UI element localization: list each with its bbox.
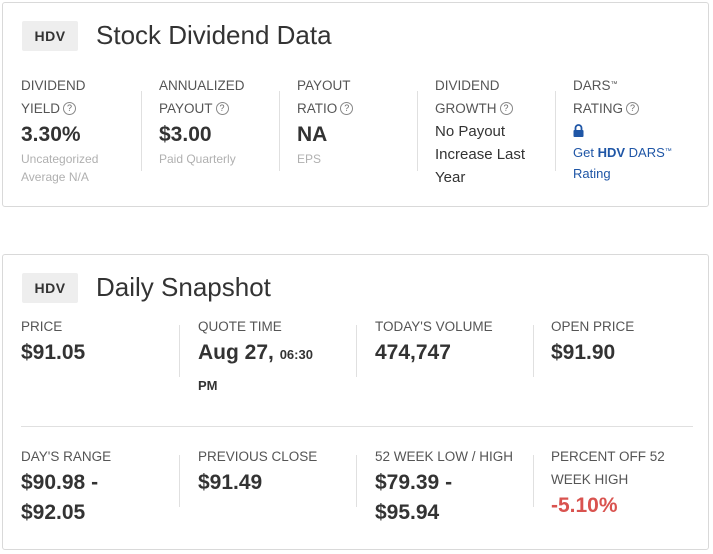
ticker-badge: HDV bbox=[22, 21, 78, 51]
annualized-payout-value: $3.00 bbox=[159, 123, 212, 146]
days-range-block: DAY'S RANGE $90.98 - $92.05 bbox=[21, 445, 176, 528]
days-range-high: $92.05 bbox=[21, 501, 86, 524]
volume-label: TODAY'S VOLUME bbox=[375, 319, 493, 334]
dividend-yield-sub1: Uncategorized bbox=[21, 152, 99, 166]
quote-time-label: QUOTE TIME bbox=[198, 319, 282, 334]
percent-off-block: PERCENT OFF 52 WEEK HIGH -5.10% bbox=[551, 445, 701, 521]
days-range-low: $90.98 - bbox=[21, 471, 99, 494]
payout-ratio-sub: EPS bbox=[297, 152, 322, 166]
days-range-label: DAY'S RANGE bbox=[21, 449, 112, 464]
dividend-yield-block: DIVIDEND YIELD? 3.30% Uncategorized Aver… bbox=[21, 74, 139, 186]
dividend-growth-line3: Year bbox=[435, 169, 466, 186]
help-circle-icon[interactable]: ? bbox=[215, 101, 229, 115]
lock-icon bbox=[573, 120, 703, 142]
dars-rating-block: DARS™ RATING? Get HDV DARS™ Rating bbox=[573, 74, 703, 184]
annualized-payout-block: ANNUALIZED PAYOUT? $3.00 Paid Quarterly bbox=[159, 74, 277, 168]
payout-ratio-value: NA bbox=[297, 123, 328, 146]
price-block: PRICE $91.05 bbox=[21, 315, 176, 368]
open-price-value: $91.90 bbox=[551, 341, 616, 364]
ticker-badge: HDV bbox=[22, 273, 78, 303]
dividend-yield-sub2: Average N/A bbox=[21, 170, 89, 184]
price-value: $91.05 bbox=[21, 341, 86, 364]
dividend-data-card: HDV Stock Dividend Data DIVIDEND YIELD? … bbox=[2, 2, 709, 207]
open-price-block: OPEN PRICE $91.90 bbox=[551, 315, 701, 368]
percent-off-value: -5.10% bbox=[551, 494, 618, 517]
card-title: Daily Snapshot bbox=[96, 272, 271, 302]
divider bbox=[179, 325, 180, 377]
quote-time-ampm: PM bbox=[198, 378, 218, 393]
payout-ratio-block: PAYOUT RATIO? NA EPS bbox=[297, 74, 415, 168]
previous-close-value: $91.49 bbox=[198, 471, 263, 494]
dividend-growth-block: DIVIDEND GROWTH? No Payout Increase Last… bbox=[435, 74, 553, 189]
week52-high: $95.94 bbox=[375, 501, 440, 524]
help-circle-icon[interactable]: ? bbox=[340, 101, 354, 115]
divider bbox=[533, 325, 534, 377]
divider bbox=[417, 91, 418, 171]
previous-close-block: PREVIOUS CLOSE $91.49 bbox=[198, 445, 353, 498]
week52-block: 52 WEEK LOW / HIGH $79.39 - $95.94 bbox=[375, 445, 530, 528]
payout-ratio-label: PAYOUT RATIO? bbox=[297, 74, 415, 120]
divider bbox=[279, 91, 280, 171]
divider bbox=[179, 455, 180, 507]
divider bbox=[356, 325, 357, 377]
volume-block: TODAY'S VOLUME 474,747 bbox=[375, 315, 530, 368]
divider bbox=[141, 91, 142, 171]
annualized-payout-label: ANNUALIZED PAYOUT? bbox=[159, 78, 245, 116]
dividend-growth-line2: Increase Last bbox=[435, 146, 526, 163]
card-title: Stock Dividend Data bbox=[96, 20, 332, 50]
price-label: PRICE bbox=[21, 319, 63, 334]
divider bbox=[533, 455, 534, 507]
volume-value: 474,747 bbox=[375, 341, 451, 364]
row-divider bbox=[21, 426, 693, 427]
annualized-payout-sub: Paid Quarterly bbox=[159, 152, 236, 166]
previous-close-label: PREVIOUS CLOSE bbox=[198, 449, 318, 464]
dividend-yield-label: DIVIDEND YIELD? bbox=[21, 78, 86, 116]
dividend-growth-label: DIVIDEND GROWTH? bbox=[435, 74, 553, 120]
dars-rating-label: DARS™ RATING? bbox=[573, 74, 703, 120]
dividend-growth-line1: No Payout bbox=[435, 123, 506, 140]
divider bbox=[555, 91, 556, 171]
daily-snapshot-card: HDV Daily Snapshot PRICE $91.05 QUOTE TI… bbox=[2, 254, 709, 550]
dividend-yield-value: 3.30% bbox=[21, 123, 81, 146]
quote-time-block: QUOTE TIME Aug 27, 06:30 PM bbox=[198, 315, 353, 402]
help-circle-icon[interactable]: ? bbox=[499, 101, 513, 115]
week52-low: $79.39 - bbox=[375, 471, 453, 494]
get-dars-rating-link[interactable]: Get HDV DARS™ Rating bbox=[573, 145, 672, 181]
help-circle-icon[interactable]: ? bbox=[63, 101, 77, 115]
week52-label: 52 WEEK LOW / HIGH bbox=[375, 449, 514, 464]
percent-off-label: PERCENT OFF 52 WEEK HIGH bbox=[551, 449, 665, 487]
quote-time-value: Aug 27, 06:30 bbox=[198, 341, 313, 364]
open-price-label: OPEN PRICE bbox=[551, 319, 635, 334]
divider bbox=[356, 455, 357, 507]
help-circle-icon[interactable]: ? bbox=[626, 101, 639, 115]
